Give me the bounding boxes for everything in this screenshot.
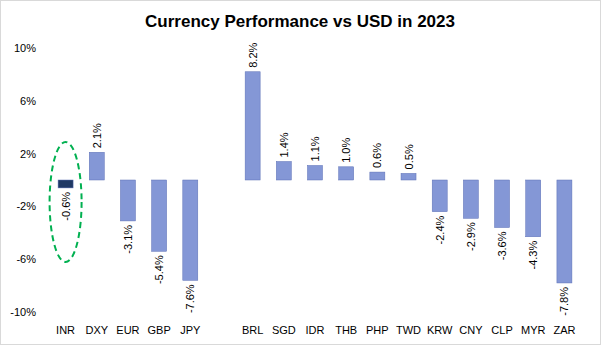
y-tick-label: 10% xyxy=(14,42,36,54)
data-label: -5.4% xyxy=(153,255,165,284)
x-tick-label: TWD xyxy=(396,324,421,336)
frame xyxy=(1,1,601,345)
bar xyxy=(308,165,323,180)
x-tick-label: JPY xyxy=(180,324,201,336)
bar xyxy=(401,173,416,180)
x-tick-label: CLP xyxy=(491,324,512,336)
data-label: -2.9% xyxy=(465,222,477,251)
bar xyxy=(276,162,291,180)
bar xyxy=(339,167,354,180)
x-tick-label: KRW xyxy=(427,324,453,336)
x-tick-label: ZAR xyxy=(553,324,575,336)
x-tick-label: CNY xyxy=(459,324,483,336)
data-label: 1.4% xyxy=(278,132,290,157)
bar xyxy=(152,180,167,251)
bar xyxy=(89,152,104,180)
x-tick-label: BRL xyxy=(242,324,263,336)
bar xyxy=(58,180,73,188)
x-tick-label: THB xyxy=(335,324,357,336)
data-label: -7.8% xyxy=(558,287,570,316)
y-tick-label: -6% xyxy=(16,253,36,265)
data-label: 8.2% xyxy=(247,42,259,67)
bar xyxy=(120,180,135,221)
x-tick-label: GBP xyxy=(148,324,171,336)
highlight-ellipse xyxy=(50,142,82,262)
data-label: 2.1% xyxy=(91,123,103,148)
bar xyxy=(432,180,447,212)
x-tick-label: PHP xyxy=(366,324,389,336)
x-tick-label: INR xyxy=(56,324,75,336)
x-tick-label: DXY xyxy=(85,324,108,336)
y-tick-label: -2% xyxy=(16,200,36,212)
bars xyxy=(58,72,572,283)
data-label: -2.4% xyxy=(434,215,446,244)
bar xyxy=(370,172,385,180)
data-label: -3.1% xyxy=(122,225,134,254)
x-tick-label: MYR xyxy=(521,324,546,336)
y-tick-label: -10% xyxy=(10,306,36,318)
bar xyxy=(495,180,510,228)
data-label: -0.6% xyxy=(60,192,72,221)
data-label: 1.0% xyxy=(340,138,352,163)
bar xyxy=(557,180,572,283)
chart: Currency Performance vs USD in 2023 -10% -… xyxy=(0,0,601,345)
y-tick-label: 6% xyxy=(20,95,36,107)
bar xyxy=(245,72,260,180)
data-label: 1.1% xyxy=(309,136,321,161)
data-label: -7.6% xyxy=(184,284,196,313)
data-label: -4.3% xyxy=(527,241,539,270)
data-label: 0.5% xyxy=(403,144,415,169)
title: Currency Performance vs USD in 2023 xyxy=(145,12,455,31)
x-tick-label: EUR xyxy=(116,324,139,336)
data-label: 0.6% xyxy=(371,143,383,168)
x-tick-label: SGD xyxy=(272,324,296,336)
y-tick-label: 2% xyxy=(20,148,36,160)
data-label: -3.6% xyxy=(496,231,508,260)
bar xyxy=(463,180,478,218)
bar xyxy=(183,180,198,280)
bar xyxy=(526,180,541,237)
x-tick-label: IDR xyxy=(306,324,325,336)
